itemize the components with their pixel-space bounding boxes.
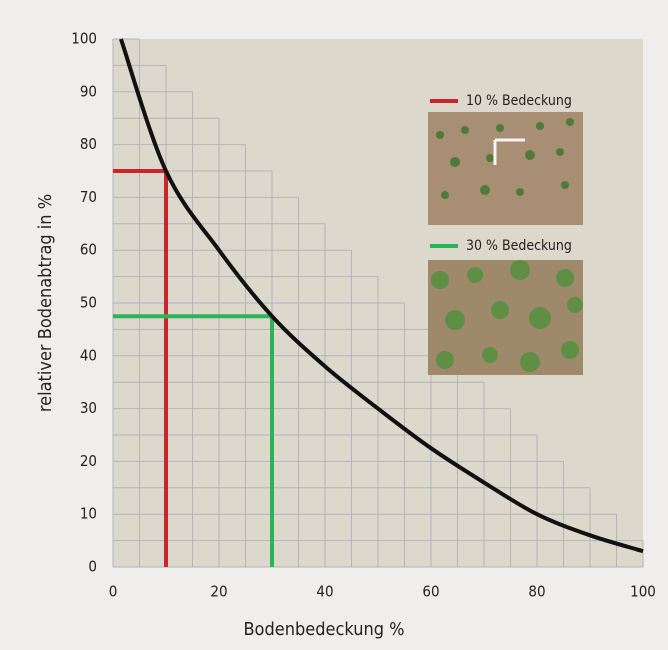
chart: 10 % Bedeckung 30 % Bedeckung Bodenbedeck… (0, 0, 668, 650)
y-tick-label: 100 (71, 30, 97, 48)
y-tick-label: 90 (80, 82, 97, 100)
y-tick-label: 70 (80, 188, 97, 206)
x-axis-label: Bodenbedeckung % (243, 619, 404, 640)
y-tick-label: 20 (80, 452, 97, 470)
y-tick-label: 40 (80, 346, 97, 364)
y-tick-label: 80 (80, 135, 97, 153)
x-tick-label: 20 (210, 583, 227, 601)
y-tick-label: 60 (80, 241, 97, 259)
x-tick-label: 80 (528, 583, 545, 601)
x-tick-label: 100 (630, 583, 656, 601)
y-tick-label: 50 (80, 294, 97, 312)
x-tick-label: 0 (109, 583, 118, 601)
y-tick-label: 30 (80, 399, 97, 417)
y-tick-label: 10 (80, 505, 97, 523)
x-tick-label: 60 (422, 583, 439, 601)
legend-label: 10 % Bedeckung (466, 93, 572, 109)
legend-label: 30 % Bedeckung (466, 238, 572, 254)
photo (428, 112, 583, 225)
y-axis-label: relativer Bodenabtrag in % (35, 194, 56, 412)
x-tick-label: 40 (316, 583, 333, 601)
y-tick-label: 0 (88, 558, 97, 576)
